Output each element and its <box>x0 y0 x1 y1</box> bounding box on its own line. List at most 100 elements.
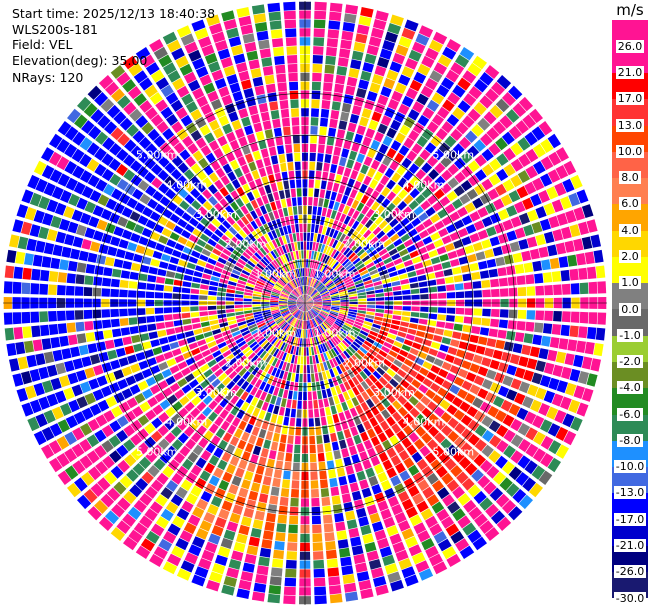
range-gate <box>305 303 309 311</box>
range-gate <box>230 190 240 201</box>
range-gate <box>487 188 499 201</box>
range-gate <box>373 424 383 435</box>
range-gate <box>588 281 598 294</box>
range-gate <box>492 246 503 257</box>
range-gate <box>302 285 305 295</box>
range-gate <box>244 153 254 164</box>
range-gate <box>288 305 297 309</box>
range-gate <box>270 303 279 306</box>
range-gate <box>195 528 209 540</box>
range-gate <box>109 420 122 433</box>
range-gate <box>420 345 430 353</box>
range-gate <box>187 143 199 155</box>
range-gate <box>405 87 418 100</box>
range-gate <box>43 409 56 424</box>
range-gate <box>192 536 205 548</box>
range-gate <box>285 28 297 38</box>
range-gate <box>344 409 352 420</box>
range-gate <box>454 436 466 449</box>
range-gate <box>345 465 355 475</box>
range-gate <box>98 243 109 255</box>
range-gate <box>452 331 462 340</box>
range-gate <box>50 215 62 229</box>
range-gate <box>138 324 148 333</box>
range-gate <box>516 321 526 331</box>
range-gate <box>293 309 300 317</box>
range-gate <box>297 197 302 206</box>
range-gate <box>340 245 348 254</box>
range-gate <box>568 192 581 207</box>
range-gate <box>291 270 296 279</box>
range-gate <box>414 240 425 249</box>
range-gate <box>130 160 143 173</box>
range-gate <box>87 343 98 354</box>
range-gate <box>299 277 302 286</box>
range-gate <box>390 14 404 27</box>
range-gate <box>217 459 228 471</box>
range-gate <box>367 428 376 439</box>
range-gate <box>57 470 72 485</box>
range-gate <box>543 390 556 404</box>
range-gate <box>233 334 243 341</box>
range-gate <box>325 541 336 551</box>
range-gate <box>117 497 131 511</box>
range-gate <box>249 257 258 265</box>
range-gate <box>167 553 182 567</box>
range-gate <box>361 327 370 333</box>
range-gate <box>219 198 229 208</box>
range-gate <box>272 432 280 442</box>
range-gate <box>270 486 280 496</box>
range-gate <box>169 232 180 241</box>
range-gate <box>431 501 445 514</box>
range-gate <box>160 508 174 522</box>
range-gate <box>444 392 456 403</box>
range-gate <box>407 109 420 121</box>
range-gate <box>252 299 261 302</box>
range-gate <box>345 359 353 369</box>
range-gate <box>154 292 164 299</box>
range-gate <box>385 383 395 393</box>
range-gate <box>308 400 313 409</box>
range-gate <box>373 320 382 326</box>
range-gate <box>199 344 209 352</box>
range-gate <box>313 303 323 305</box>
range-gate <box>576 402 589 417</box>
range-gate <box>155 516 170 529</box>
range-gate <box>231 119 242 131</box>
range-gate <box>398 520 411 532</box>
range-gate <box>495 493 510 508</box>
range-gate <box>320 117 329 127</box>
range-gate <box>261 271 270 278</box>
range-gate <box>340 328 349 335</box>
range-gate <box>151 177 163 189</box>
range-gate <box>408 130 420 142</box>
range-gate <box>319 234 325 244</box>
range-gate <box>392 196 402 206</box>
range-gate <box>544 285 553 296</box>
range-gate <box>365 388 375 398</box>
range-gate <box>312 308 320 314</box>
range-gate <box>421 162 433 174</box>
range-gate <box>311 81 321 91</box>
range-gate <box>522 114 536 129</box>
range-gate <box>327 283 335 289</box>
range-gate <box>177 378 188 388</box>
range-gate <box>312 306 321 312</box>
range-gate <box>208 475 220 487</box>
range-gate <box>326 46 337 57</box>
range-gate <box>123 424 136 437</box>
range-gate <box>253 473 263 484</box>
range-gate <box>72 236 84 248</box>
range-gate <box>328 247 335 256</box>
range-gate <box>285 559 297 569</box>
range-gate <box>152 346 163 356</box>
range-gate <box>231 550 244 562</box>
range-gate <box>417 246 428 255</box>
range-gate <box>270 300 279 303</box>
range-gate <box>356 153 366 164</box>
range-gate <box>290 270 295 279</box>
range-gate <box>231 417 241 427</box>
range-gate <box>22 326 32 339</box>
range-gate <box>260 361 268 371</box>
range-gate <box>258 167 267 178</box>
